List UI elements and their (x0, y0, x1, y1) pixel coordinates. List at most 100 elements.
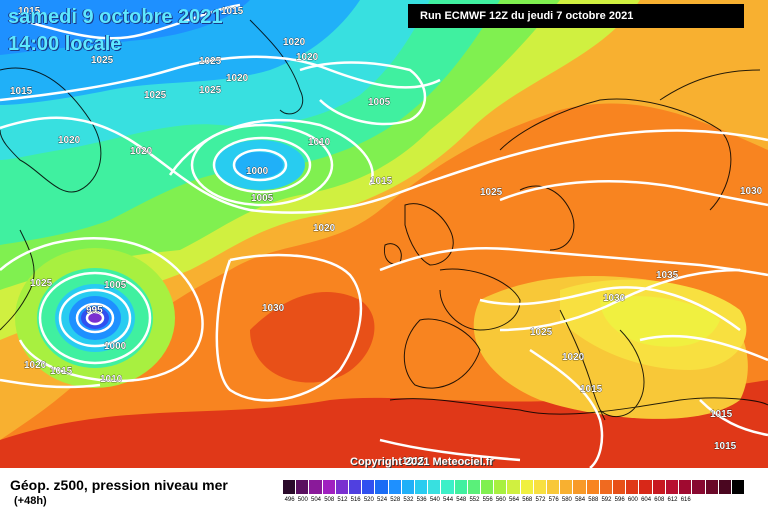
scale-tick-label: 516 (350, 497, 361, 503)
pressure-label: 1020 (24, 360, 47, 371)
pressure-label: 995 (86, 305, 103, 316)
scale-swatch: 552 (467, 480, 482, 506)
scale-swatch: 612 (665, 480, 680, 506)
scale-tick-label: 600 (627, 497, 638, 503)
pressure-label: 1015 (402, 456, 425, 467)
scale-tick-label: 584 (575, 497, 586, 503)
pressure-label: 1030 (740, 186, 763, 197)
pressure-label: 1015 (710, 409, 733, 420)
scale-tick-label: 596 (614, 497, 625, 503)
pressure-label: 1025 (199, 85, 222, 96)
scale-tick-label: 500 (297, 497, 308, 503)
scale-swatch: 560 (494, 480, 508, 506)
scale-swatch: 520 (362, 480, 376, 506)
pressure-label: 1025 (30, 278, 53, 289)
pressure-label: 1010 (308, 137, 331, 148)
scale-swatch (692, 480, 706, 506)
legend-panel: Géop. z500, pression niveau mer (+48h) 4… (0, 468, 768, 512)
scale-swatch: 536 (415, 480, 429, 506)
scale-swatch: 572 (533, 480, 548, 506)
lead-time-label: (+48h) (14, 495, 47, 507)
scale-swatch: 504 (309, 480, 323, 506)
scale-swatch: 596 (613, 480, 627, 506)
scale-tick-label: 612 (667, 497, 678, 503)
scale-tick-label: 520 (363, 497, 374, 503)
scale-tick-label: 588 (588, 497, 599, 503)
map-caption: Géop. z500, pression niveau mer (10, 477, 228, 493)
scale-tick-label: 592 (601, 497, 612, 503)
scale-swatch: 500 (296, 480, 310, 506)
scale-tick-label: 496 (284, 497, 295, 503)
pressure-label: 1015 (10, 86, 33, 97)
scale-swatch: 600 (626, 480, 640, 506)
scale-swatch (705, 480, 719, 506)
run-info-banner: Run ECMWF 12Z du jeudi 7 octobre 2021 (408, 4, 744, 28)
pressure-label: 1005 (251, 193, 274, 204)
pressure-label: 1025 (199, 56, 222, 67)
scale-swatch: 540 (428, 480, 442, 506)
pressure-label: 1025 (144, 90, 167, 101)
pressure-label: 1005 (104, 280, 127, 291)
scale-tick-label: 580 (561, 497, 572, 503)
pressure-label: 1025 (91, 55, 114, 66)
scale-swatch: 524 (375, 480, 389, 506)
scale-swatch: 544 (441, 480, 455, 506)
scale-swatch: 508 (322, 480, 336, 506)
pressure-label: 1015 (714, 441, 737, 452)
scale-swatch: 608 (652, 480, 666, 506)
scale-swatch: 580 (560, 480, 574, 506)
pressure-label: 1030 (262, 303, 285, 314)
forecast-local-time: 14:00 locale (8, 33, 122, 55)
scale-swatch: 528 (388, 480, 402, 506)
pressure-label-layer: 1015101510201020102510251020102510251005… (10, 6, 763, 468)
pressure-label: 1015 (50, 366, 73, 377)
scale-tick-label: 532 (403, 497, 414, 503)
pressure-label: 1005 (368, 97, 391, 108)
scale-swatch: 564 (507, 480, 521, 506)
scale-swatch: 556 (481, 480, 495, 506)
pressure-label: 1020 (58, 135, 81, 146)
scale-swatch: 604 (639, 480, 653, 506)
scale-tick-label: 572 (535, 497, 546, 503)
scale-tick-label: 604 (641, 497, 652, 503)
scale-swatch: 512 (335, 480, 350, 506)
scale-swatch: 616 (679, 480, 693, 506)
scale-swatch: 516 (349, 480, 363, 506)
scale-swatch: 576 (547, 480, 561, 506)
pressure-label: 1015 (580, 384, 603, 395)
pressure-label: 1035 (656, 270, 679, 281)
scale-swatch: 568 (520, 480, 534, 506)
scale-tick-label: 556 (482, 497, 493, 503)
scale-tick-label: 548 (456, 497, 467, 503)
scale-swatch (718, 480, 732, 506)
weather-map: 1015 1015 1020 1020 1025 1025 1020 1025 1025 1005… (0, 0, 768, 468)
pressure-label: 1015 (18, 6, 41, 17)
scale-tick-label: 536 (416, 497, 427, 503)
pressure-label: 1000 (104, 341, 127, 352)
pressure-label: 1000 (246, 166, 269, 177)
scale-swatch: 496 (283, 480, 297, 506)
scale-tick-label: 512 (337, 497, 348, 503)
copyright-notice: Copyright 2021 Meteociel.fr (350, 456, 494, 468)
forecast-date: samedi 9 octobre 2021 (8, 6, 223, 28)
pressure-label: 1025 (480, 187, 503, 198)
scale-tick-label: 576 (548, 497, 559, 503)
scale-tick-label: 608 (654, 497, 665, 503)
pressure-label: 1020 (283, 37, 306, 48)
map-canvas: 1015101510201020102510251020102510251005… (0, 0, 768, 468)
scale-swatch: 588 (586, 480, 600, 506)
scale-tick-label: 508 (324, 497, 335, 503)
color-scale: 496 500 504 508 512 516 520 524 528 532 536 540 544 5… (283, 480, 746, 506)
pressure-label: 1010 (100, 374, 123, 385)
pressure-label: 1020 (562, 352, 585, 363)
scale-tick-label: 524 (377, 497, 388, 503)
pressure-label: 1020 (296, 52, 319, 63)
pressure-label: 1020 (130, 146, 153, 157)
scale-swatch: 592 (599, 480, 614, 506)
pressure-label: 1030 (603, 293, 626, 304)
scale-tick-label: 544 (443, 497, 454, 503)
scale-tick-label: 552 (469, 497, 480, 503)
scale-swatch (731, 480, 746, 506)
scale-tick-label: 528 (390, 497, 401, 503)
